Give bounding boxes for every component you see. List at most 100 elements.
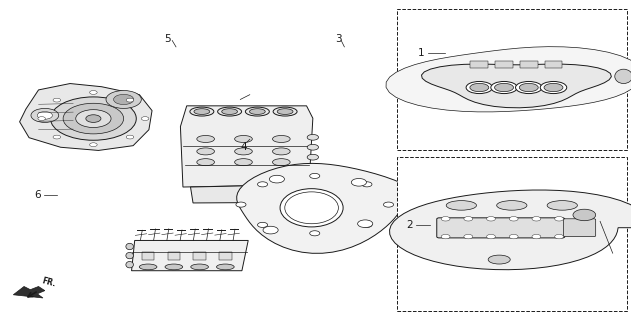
Circle shape (126, 98, 134, 102)
Bar (167, 252, 180, 260)
Circle shape (106, 91, 142, 108)
Ellipse shape (197, 135, 214, 142)
Ellipse shape (272, 148, 290, 155)
Polygon shape (422, 64, 611, 108)
Ellipse shape (466, 82, 492, 93)
Ellipse shape (495, 84, 514, 92)
Circle shape (90, 91, 97, 94)
Text: 4: 4 (240, 142, 246, 152)
Circle shape (257, 182, 267, 187)
Ellipse shape (516, 82, 542, 93)
Polygon shape (131, 240, 248, 271)
Circle shape (351, 179, 367, 186)
Ellipse shape (126, 243, 133, 250)
Text: 1: 1 (418, 48, 425, 58)
Polygon shape (20, 84, 152, 150)
Circle shape (263, 226, 278, 234)
Circle shape (487, 217, 495, 221)
Ellipse shape (272, 159, 290, 166)
Ellipse shape (273, 107, 297, 116)
Bar (193, 252, 206, 260)
Circle shape (51, 97, 137, 140)
Ellipse shape (470, 84, 489, 92)
Polygon shape (190, 185, 307, 203)
Circle shape (38, 117, 46, 121)
Ellipse shape (139, 264, 157, 270)
Circle shape (509, 217, 518, 221)
Circle shape (441, 234, 450, 239)
Ellipse shape (197, 148, 214, 155)
Ellipse shape (234, 135, 252, 142)
Circle shape (53, 135, 61, 139)
Bar (397, 9, 627, 150)
Circle shape (257, 222, 267, 228)
Ellipse shape (165, 264, 183, 270)
Circle shape (142, 117, 149, 121)
Circle shape (310, 231, 320, 236)
Circle shape (487, 234, 495, 239)
Circle shape (126, 135, 134, 139)
Ellipse shape (307, 134, 319, 140)
Ellipse shape (197, 159, 214, 166)
Ellipse shape (250, 109, 265, 115)
Ellipse shape (497, 201, 527, 210)
Circle shape (31, 108, 59, 123)
Ellipse shape (190, 107, 214, 116)
Bar (470, 61, 488, 68)
Circle shape (362, 182, 372, 187)
Circle shape (90, 143, 97, 147)
Ellipse shape (217, 264, 234, 270)
Circle shape (464, 217, 473, 221)
Ellipse shape (547, 201, 578, 210)
Ellipse shape (191, 264, 209, 270)
Circle shape (114, 94, 134, 105)
Circle shape (86, 115, 101, 123)
Polygon shape (13, 286, 45, 298)
Ellipse shape (491, 82, 517, 93)
Circle shape (573, 209, 596, 221)
Text: 3: 3 (335, 34, 341, 44)
Bar (520, 61, 538, 68)
Circle shape (236, 202, 246, 207)
Ellipse shape (126, 261, 133, 268)
Circle shape (362, 222, 372, 228)
Ellipse shape (488, 255, 510, 264)
FancyBboxPatch shape (437, 218, 565, 238)
Text: 6: 6 (34, 190, 40, 200)
Circle shape (384, 202, 394, 207)
Ellipse shape (544, 84, 563, 92)
Circle shape (555, 234, 564, 239)
Bar (219, 252, 232, 260)
Circle shape (555, 217, 564, 221)
Circle shape (269, 175, 284, 183)
Circle shape (509, 234, 518, 239)
Ellipse shape (217, 107, 241, 116)
Ellipse shape (234, 159, 252, 166)
Ellipse shape (277, 109, 293, 115)
FancyBboxPatch shape (564, 219, 596, 236)
Polygon shape (237, 164, 422, 253)
Circle shape (358, 220, 373, 228)
Bar (142, 252, 154, 260)
Polygon shape (386, 47, 632, 112)
Ellipse shape (540, 82, 567, 93)
Text: FR.: FR. (40, 276, 56, 288)
Circle shape (532, 234, 541, 239)
Text: 2: 2 (406, 220, 413, 230)
Bar (397, 157, 627, 311)
Bar (545, 61, 562, 68)
Circle shape (76, 110, 111, 127)
Ellipse shape (520, 84, 538, 92)
Circle shape (63, 103, 124, 134)
Text: 5: 5 (164, 34, 171, 44)
Ellipse shape (285, 192, 338, 224)
Ellipse shape (194, 109, 210, 115)
Circle shape (464, 234, 473, 239)
Ellipse shape (245, 107, 269, 116)
Polygon shape (389, 190, 632, 270)
Ellipse shape (615, 69, 632, 84)
Ellipse shape (307, 154, 319, 160)
Circle shape (53, 98, 61, 102)
Bar (495, 61, 513, 68)
Circle shape (310, 173, 320, 179)
